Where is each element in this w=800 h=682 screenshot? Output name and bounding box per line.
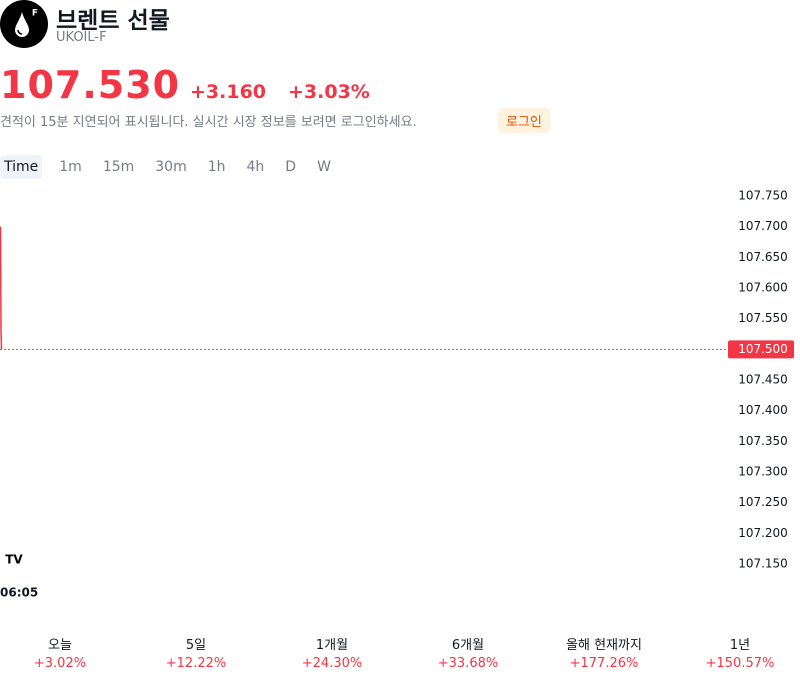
change-percent: +3.03% (288, 81, 370, 103)
x-tick-label: 06:05 (0, 586, 38, 600)
price: 107.530 (0, 63, 181, 107)
y-tick-label: 107.450 (738, 373, 788, 387)
performance-value: +3.02% (33, 656, 87, 671)
interval-button[interactable]: 4h (246, 159, 265, 175)
performance-label: 1개월 (315, 638, 349, 653)
performance-label: 5일 (185, 638, 207, 653)
performance-item[interactable]: 1개월 +24.30% (272, 634, 392, 671)
y-tick-label: 107.600 (738, 281, 788, 295)
y-tick-label: 107.700 (738, 219, 788, 233)
y-tick-label: 107.400 (738, 403, 788, 417)
change: +3.160 (190, 81, 267, 103)
performance-value: +33.68% (437, 656, 499, 671)
title: 브렌트 선물 (56, 8, 170, 34)
interval-button[interactable]: 15m (102, 159, 135, 175)
performance: 오늘 +3.02% 5일 +12.22% 1개월 +24.30% 6개월 +33.68% 올해 … (0, 634, 800, 671)
y-tick-label: 107.750 (738, 189, 788, 203)
y-tick-label: 107.300 (738, 465, 788, 479)
delay-notice: 견적이 15분 지연되어 표시됩니다. 실시간 시장 정보를 보려면 로그인하세… (0, 115, 417, 130)
y-tick-label: 107.200 (738, 526, 788, 540)
y-tick-label: 107.250 (738, 495, 788, 509)
performance-label: 6개월 (451, 638, 485, 653)
tv-logo: TV (5, 553, 23, 567)
interval-bar: Time 1m 15m 30m 1h 4h D W (0, 155, 348, 179)
interval-button[interactable]: 1m (59, 159, 82, 175)
performance-item[interactable]: 1년 +150.57% (680, 634, 800, 671)
symbol: UKOIL-F (56, 30, 107, 45)
y-tick-label: 107.350 (738, 434, 788, 448)
y-tick-label: 107.650 (738, 250, 788, 264)
interval-button[interactable]: Time (0, 155, 43, 179)
interval-button[interactable]: D (285, 159, 297, 175)
performance-item[interactable]: 5일 +12.22% (136, 634, 256, 671)
performance-value: +24.30% (301, 656, 363, 671)
logo-badge (28, 6, 42, 20)
performance-label: 올해 현재까지 (566, 638, 642, 653)
logo-drop-shine (17, 29, 23, 35)
performance-item[interactable]: 6개월 +33.68% (408, 634, 528, 671)
performance-label: 오늘 (48, 638, 72, 653)
login-button[interactable]: 로그인 (498, 108, 550, 133)
performance-value: +177.26% (569, 656, 639, 671)
interval-button[interactable]: W (317, 159, 331, 175)
performance-value: +150.57% (705, 656, 775, 671)
y-tick-label: 107.550 (738, 311, 788, 325)
last-price-badge (728, 340, 794, 359)
performance-value: +12.22% (165, 656, 227, 671)
logo-badge-letter: F (32, 9, 38, 19)
performance-item[interactable]: 오늘 +3.02% (0, 634, 120, 671)
last-price-label: 107.500 (738, 342, 788, 356)
interval-button[interactable]: 1h (207, 159, 226, 175)
price-line (0, 226, 3, 350)
performance-label: 1년 (729, 638, 751, 653)
y-tick-label: 107.150 (738, 557, 788, 571)
performance-item[interactable]: 올해 현재까지 +177.26% (544, 634, 664, 671)
interval-button[interactable]: 30m (155, 159, 187, 175)
